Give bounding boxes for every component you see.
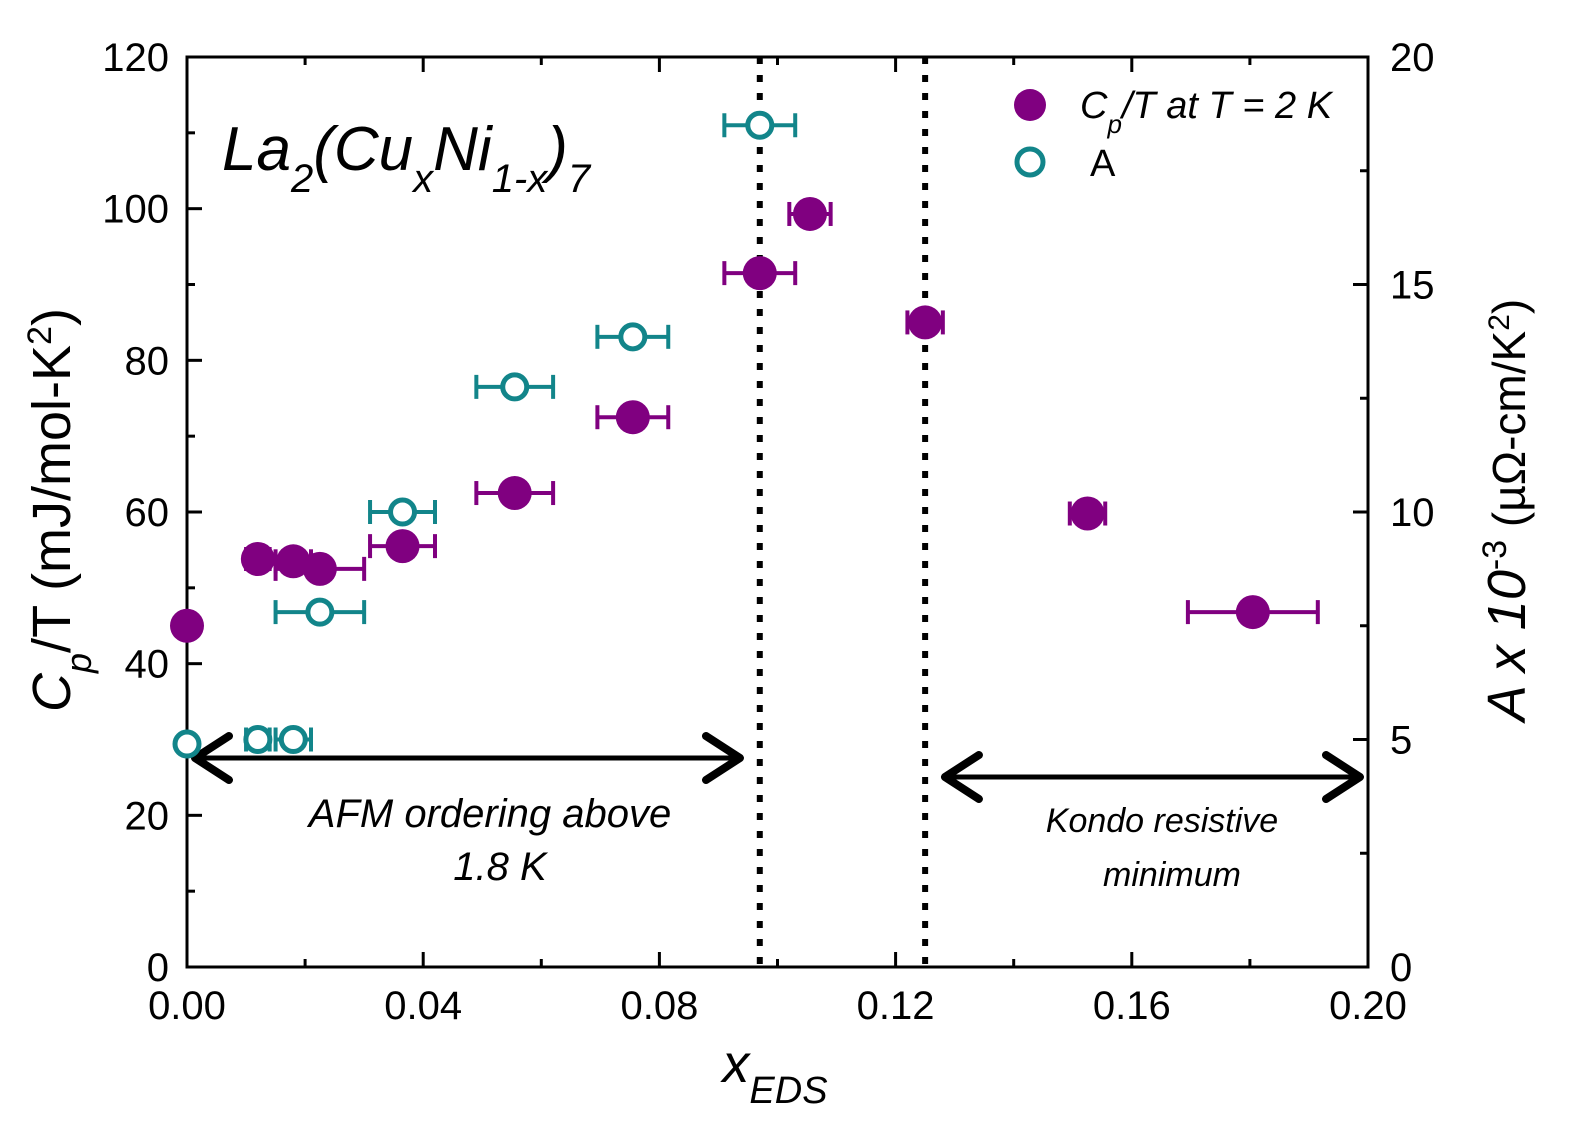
x-tick-label: 0.12 bbox=[857, 984, 935, 1028]
annotation-arrow-head-left bbox=[191, 732, 233, 784]
y-left-tick-label: 80 bbox=[125, 339, 170, 383]
y-axis-left-title: Cp/T (mJ/mol-K2) bbox=[21, 308, 99, 712]
legend-marker-a bbox=[1014, 146, 1046, 178]
cp-data-point bbox=[385, 529, 420, 564]
a-data-point bbox=[172, 729, 202, 759]
cp-data-point bbox=[615, 400, 650, 435]
a-data-point bbox=[745, 110, 775, 140]
cp-data-point bbox=[170, 608, 204, 643]
y-axis-right-title: A x 10-3 (µΩ-cm/K2) bbox=[1476, 299, 1537, 724]
y-right-tick-label: 15 bbox=[1390, 264, 1435, 308]
annotation-arrow-head-left bbox=[940, 751, 983, 803]
x-tick-label: 0.08 bbox=[620, 984, 698, 1028]
a-data-point bbox=[500, 372, 530, 402]
cp-data-point bbox=[240, 542, 275, 577]
y-right-tick-label: 10 bbox=[1390, 491, 1435, 535]
y-left-tick-label: 40 bbox=[125, 643, 170, 687]
afm-annotation-line1: AFM ordering above bbox=[307, 792, 671, 836]
x-axis-title: xEDS bbox=[719, 1034, 827, 1112]
plot-layer: 0.00 0.04 0.08 0.12 0.16 0.200204060801001200… bbox=[102, 36, 1434, 1028]
cp-data-point bbox=[792, 196, 827, 231]
y-left-tick-label: 0 bbox=[147, 946, 169, 990]
a-data-point bbox=[278, 725, 308, 754]
data-layer bbox=[170, 110, 1320, 759]
x-tick-label: 0.00 bbox=[148, 984, 226, 1028]
x-tick-label: 0.16 bbox=[1093, 984, 1171, 1028]
annotation-arrow-head-right bbox=[1322, 751, 1364, 803]
y-right-tick-label: 0 bbox=[1390, 946, 1412, 990]
y-left-tick-label: 60 bbox=[125, 491, 170, 535]
y-left-tick-label: 120 bbox=[102, 36, 169, 80]
x-tick-label: 0.20 bbox=[1329, 984, 1407, 1028]
legend: Cp/T at T = 2 K A bbox=[1014, 85, 1334, 185]
y-right-tick-label: 20 bbox=[1390, 36, 1435, 80]
cp-data-point bbox=[908, 305, 943, 340]
legend-label-a: A bbox=[1090, 143, 1116, 185]
annotation-arrow-head-right bbox=[701, 732, 744, 784]
y-left-tick-label: 20 bbox=[125, 794, 170, 838]
afm-annotation-line2: 1.8 K bbox=[453, 845, 549, 889]
legend-marker-cp bbox=[1014, 89, 1046, 121]
cp-data-point bbox=[302, 551, 337, 586]
y-right-tick-label: 5 bbox=[1390, 719, 1412, 763]
kondo-annotation-line1: Kondo resistive bbox=[1046, 802, 1278, 840]
cp-data-point bbox=[1070, 496, 1105, 531]
cp-data-point bbox=[1235, 595, 1270, 630]
y-left-tick-label: 100 bbox=[102, 188, 169, 232]
compound-formula: La2(CuxNi1-x)7 bbox=[222, 115, 592, 201]
a-data-point bbox=[388, 497, 418, 527]
kondo-annotation-line2: minimum bbox=[1103, 856, 1241, 894]
legend-label-cp: Cp/T at T = 2 K bbox=[1080, 85, 1334, 139]
a-data-point bbox=[305, 597, 335, 627]
x-tick-label: 0.04 bbox=[384, 984, 462, 1028]
a-data-point bbox=[618, 322, 648, 352]
cp-data-point bbox=[497, 476, 532, 511]
cp-data-point bbox=[742, 256, 777, 291]
a-data-point bbox=[243, 725, 273, 754]
